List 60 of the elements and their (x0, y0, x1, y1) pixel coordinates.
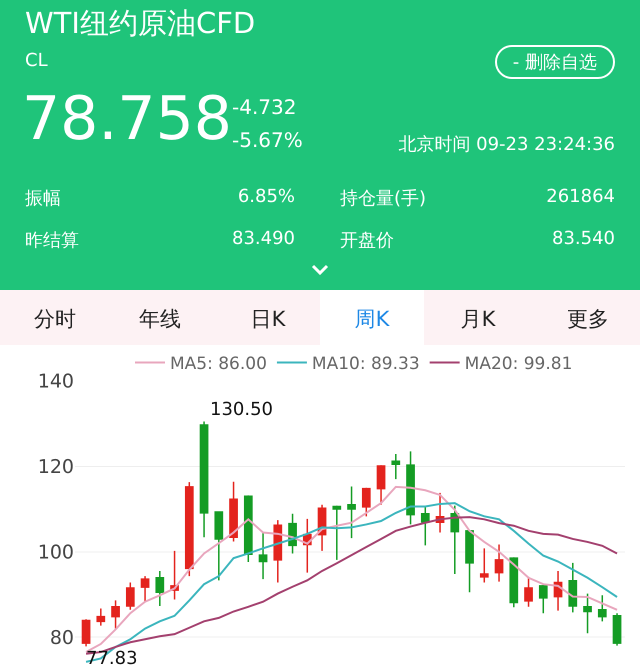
y-tick-label: 80 (50, 626, 74, 649)
text: 昨结算 (25, 229, 79, 252)
text: 分时 (33, 306, 77, 333)
text: 开盘价 (340, 229, 394, 252)
candlestick (111, 600, 120, 630)
text: 持仓量(手) (340, 187, 426, 210)
chart-title: WTI纽约原油CFD (25, 5, 256, 42)
candlestick (494, 544, 504, 582)
candlestick (332, 504, 342, 561)
candlestick (96, 608, 106, 626)
candlestick (244, 494, 253, 563)
candlestick (598, 594, 607, 622)
candlestick (376, 464, 386, 506)
candlestick (200, 420, 208, 538)
candlestick (258, 532, 268, 580)
candlestick (612, 612, 622, 646)
y-tick-label: 140 (38, 370, 74, 393)
candlestick (524, 576, 533, 608)
text: 83.490 (232, 228, 295, 249)
text: 振幅 (25, 187, 61, 210)
text: 83.540 (552, 228, 615, 249)
candlestick (480, 548, 489, 584)
text: 更多 (566, 306, 610, 333)
text: 日K (250, 306, 287, 333)
y-tick-label: 120 (38, 456, 74, 478)
candlestick (347, 486, 356, 539)
text: 周K (320, 290, 424, 348)
candlestick (465, 530, 474, 594)
candlestick (583, 592, 592, 634)
candlestick (126, 582, 135, 611)
candlestick (391, 453, 400, 480)
chart-subtitle: CL (25, 50, 48, 71)
candlestick (406, 450, 415, 526)
text: -5.67% (232, 128, 303, 152)
text: 北京时间 09-23 23:24:36 (398, 133, 615, 156)
candlestick (155, 570, 164, 607)
candlestick (184, 481, 194, 577)
text: 6.85% (238, 186, 295, 207)
annotation: 130.50 (210, 399, 273, 420)
legend-label: MA10: 89.33 (312, 354, 420, 374)
text: 年线 (138, 306, 182, 333)
text: 261864 (546, 186, 615, 207)
candlestick (229, 480, 238, 542)
candlestick (509, 556, 518, 608)
candlestick (362, 486, 371, 518)
candlestick (140, 575, 150, 602)
annotation: 77.83 (86, 648, 138, 667)
text: 78.758 (22, 84, 232, 154)
candlestick (82, 618, 90, 648)
candlestick (420, 506, 430, 546)
candlestick (450, 504, 460, 575)
legend-label: MA20: 99.81 (464, 354, 572, 374)
candlestick (568, 562, 578, 614)
text: - 删除自选 (494, 45, 615, 79)
text: 月K (460, 306, 497, 333)
y-tick-label: 100 (38, 541, 74, 564)
legend-label: MA5: 86.00 (170, 354, 267, 374)
candlestick (538, 584, 548, 614)
candlestick (214, 510, 224, 582)
text: -4.732 (232, 95, 296, 119)
